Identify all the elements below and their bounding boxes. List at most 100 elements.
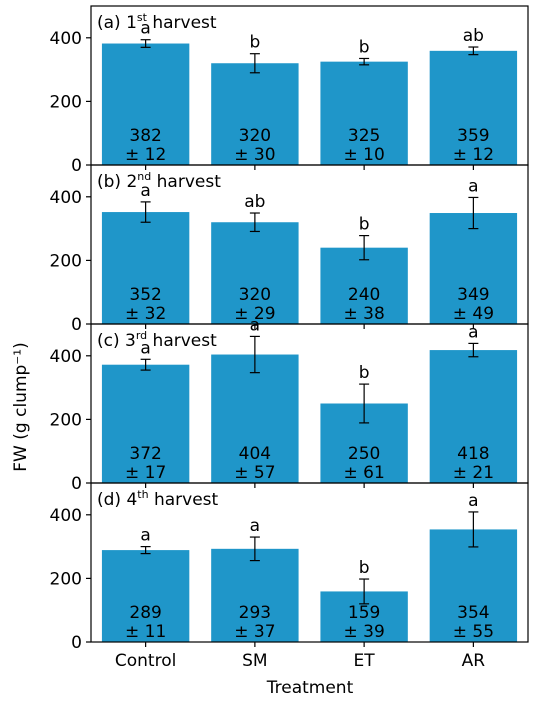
y-tick-label: 400 — [50, 188, 82, 208]
panel-4: a 289± 11 a 293± 37 b 159± 39 a 354± 55 0 200 400 (… — [50, 482, 529, 653]
data-label-mean: 159 — [348, 603, 380, 623]
error-bar — [249, 212, 260, 233]
panel-label-superscript: rd — [136, 329, 147, 342]
error-bar — [140, 545, 151, 555]
bar-control — [101, 212, 190, 324]
data-label-mean: 354 — [457, 603, 489, 623]
significance-letter: b — [359, 558, 370, 578]
panel-label-superscript: st — [137, 11, 148, 24]
significance-letter: ab — [244, 192, 265, 212]
significance-letter: a — [140, 338, 150, 358]
error-bar — [468, 342, 479, 358]
bar-ar — [429, 350, 518, 483]
data-label-error: ± 21 — [453, 463, 494, 483]
data-label-mean: 352 — [129, 285, 161, 305]
significance-letter: b — [359, 37, 370, 57]
data-label-error: ± 32 — [125, 304, 166, 324]
data-label-error: ± 37 — [234, 622, 275, 642]
y-tick-label: 200 — [50, 251, 82, 271]
significance-letter: b — [359, 363, 370, 383]
bar-ar — [429, 529, 518, 642]
error-bar — [249, 53, 260, 74]
significance-letter: a — [140, 181, 150, 201]
panel-label-suffix: harvest — [147, 13, 217, 33]
error-bar — [249, 335, 260, 374]
significance-letter: b — [359, 215, 370, 235]
error-bar — [468, 196, 479, 230]
data-label-error: ± 55 — [453, 622, 494, 642]
data-label-error: ± 29 — [234, 304, 275, 324]
y-tick-label: 400 — [50, 29, 82, 49]
error-bar — [468, 46, 479, 56]
data-label-mean: 418 — [457, 444, 489, 464]
data-label-mean: 320 — [239, 126, 271, 146]
data-label-mean: 320 — [239, 285, 271, 305]
bar-sm — [211, 63, 299, 165]
bar-et — [320, 61, 408, 165]
y-tick-label: 0 — [71, 315, 82, 335]
x-axis-label: Treatment — [266, 678, 354, 698]
panel-label-prefix: (a) 1 — [97, 13, 137, 33]
data-label-mean: 382 — [129, 126, 161, 146]
data-label-error: ± 57 — [234, 463, 275, 483]
y-tick-label: 400 — [50, 347, 82, 367]
y-tick-label: 200 — [50, 92, 82, 112]
bar-ar — [429, 50, 518, 166]
bar-sm — [211, 222, 299, 324]
bar-et — [320, 247, 408, 324]
bar-control — [101, 550, 190, 642]
bar-ar — [429, 213, 518, 324]
panel-label-prefix: (b) 2 — [97, 172, 137, 192]
significance-letter: a — [140, 526, 150, 546]
data-label-mean: 325 — [348, 126, 380, 146]
x-tick-label: SM — [242, 651, 267, 671]
data-label-error: ± 38 — [343, 304, 384, 324]
significance-letter: a — [468, 322, 478, 342]
data-label-error: ± 61 — [343, 463, 384, 483]
x-tick-label: Control — [115, 651, 176, 671]
y-tick-label: 400 — [50, 506, 82, 526]
error-bar — [359, 383, 370, 424]
panel-label-suffix: harvest — [151, 172, 221, 192]
bar-control — [101, 43, 190, 165]
panel-label-suffix: harvest — [149, 490, 219, 510]
y-tick-label: 0 — [71, 474, 82, 494]
panel-label: (a) 1st harvest — [97, 11, 217, 33]
error-bar — [140, 201, 151, 223]
data-label-error: ± 30 — [234, 145, 275, 165]
data-label-mean: 349 — [457, 285, 489, 305]
significance-letter: ab — [463, 26, 484, 46]
error-bar — [359, 234, 370, 261]
y-tick-label: 200 — [50, 410, 82, 430]
data-label-error: ± 10 — [343, 145, 384, 165]
significance-letter: a — [250, 315, 260, 335]
panel-label: (d) 4th harvest — [97, 488, 219, 510]
data-label-error: ± 49 — [453, 304, 494, 324]
error-bar — [359, 57, 370, 66]
bar-control — [101, 364, 190, 483]
y-tick-label: 0 — [71, 156, 82, 176]
panel-3: a 372± 17 a 404± 57 b 250± 61 a 418± 21 0 200 400 (… — [50, 315, 529, 494]
panel-label-prefix: (d) 4 — [97, 490, 137, 510]
panel-2: a 352± 32 ab 320± 29 b 240± 38 a 349± 49 0 200 400… — [50, 164, 529, 335]
error-bar — [140, 39, 151, 48]
data-label-mean: 289 — [129, 603, 161, 623]
data-label-mean: 240 — [348, 285, 380, 305]
bar-sm — [211, 354, 299, 483]
significance-letter: a — [468, 176, 478, 196]
y-axis-label: FW (g clump⁻¹) — [11, 342, 31, 471]
error-bar — [249, 536, 260, 562]
significance-letter: a — [140, 19, 150, 39]
significance-letter: a — [250, 516, 260, 536]
panel-label: (c) 3rd harvest — [97, 329, 217, 351]
error-bar — [468, 511, 479, 548]
panel-label-superscript: nd — [137, 170, 151, 183]
data-label-mean: 404 — [239, 444, 271, 464]
x-tick-label: ET — [354, 651, 376, 671]
data-label-mean: 359 — [457, 126, 489, 146]
data-label-error: ± 39 — [343, 622, 384, 642]
significance-letter: a — [468, 491, 478, 511]
